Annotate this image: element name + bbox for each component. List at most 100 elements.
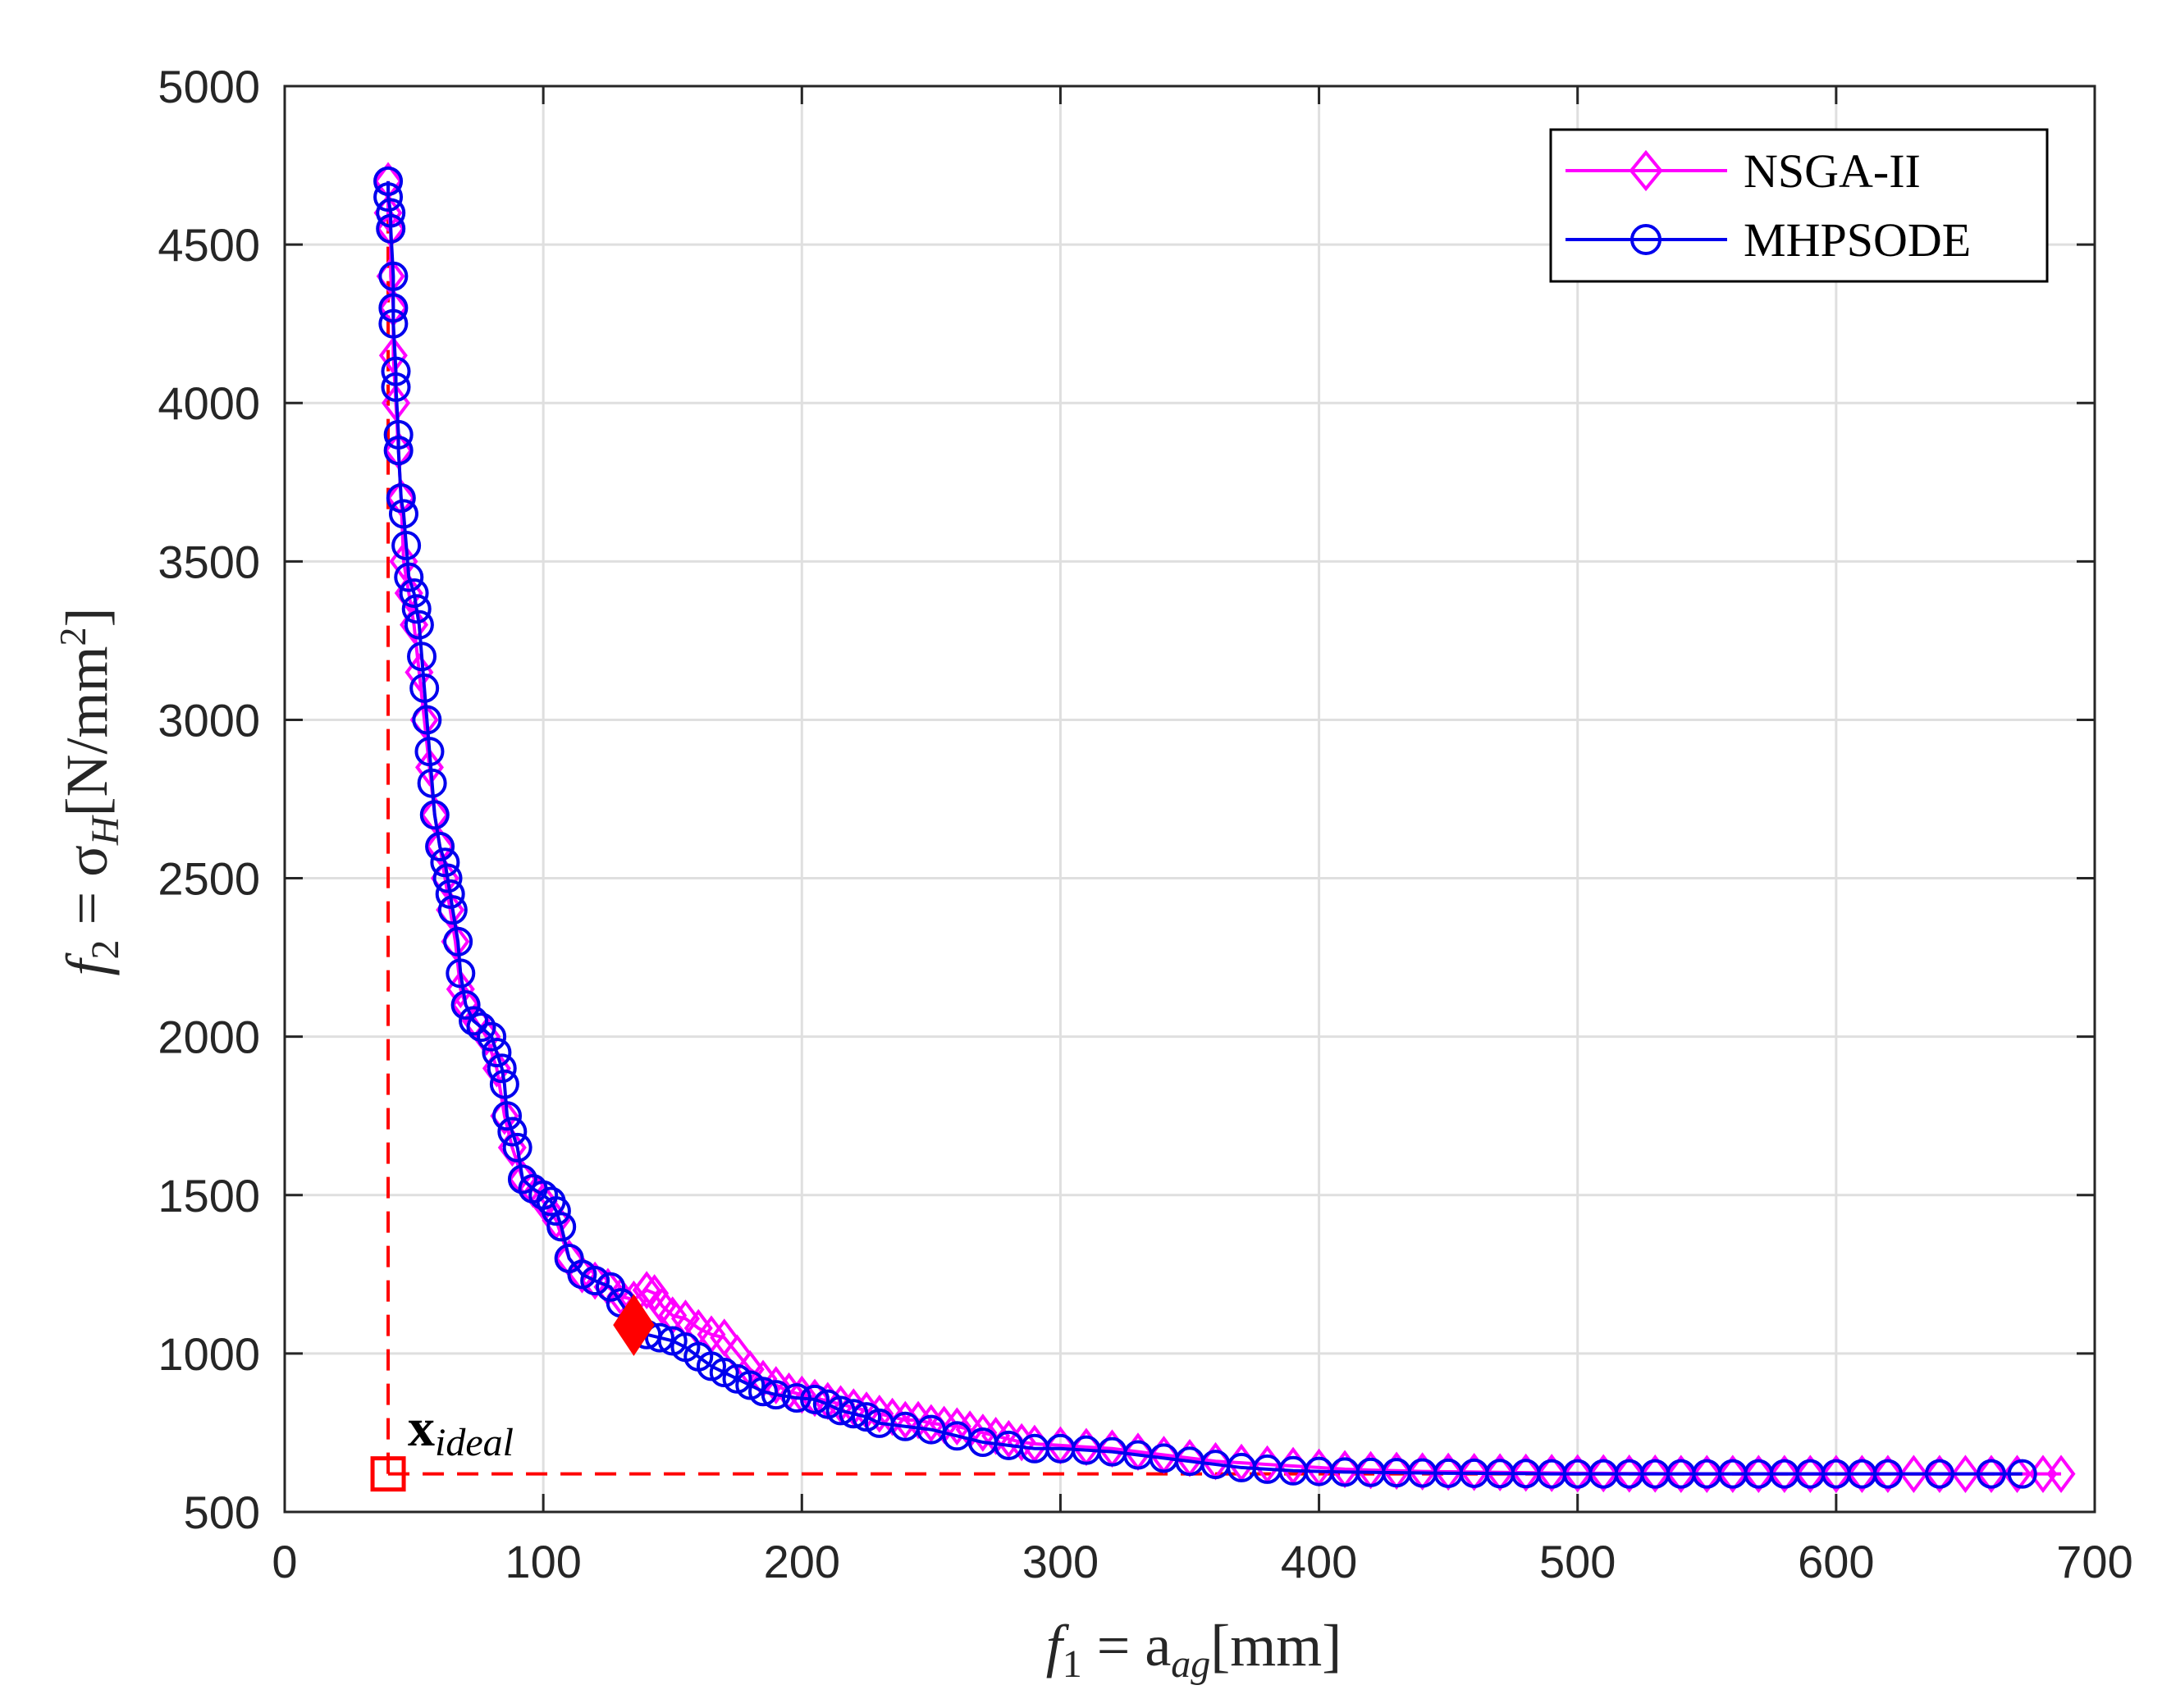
data-point-nsga [1511,1453,1541,1492]
x-axis-title: f1 = aag[mm] [1046,1613,1342,1686]
data-point-mhpsode [425,831,455,861]
data-point-mhpsode [386,483,416,514]
data-point-mhpsode [1872,1459,1903,1489]
x-tick-label: 100 [505,1536,581,1587]
data-point-mhpsode [459,1006,489,1036]
data-point-nsga [386,478,416,518]
data-point-mhpsode [2007,1459,2037,1489]
data-point-mhpsode [437,895,468,925]
data-point-mhpsode [376,198,406,228]
y-tick-label: 3000 [158,694,260,746]
data-point-mhpsode [383,436,414,466]
data-point-mhpsode [477,1021,507,1052]
data-point-nsga [632,1271,661,1309]
data-point-mhpsode [388,499,418,529]
y-tick-label: 500 [184,1487,260,1538]
data-point-nsga [1977,1455,2006,1493]
grid-lines [285,86,2095,1512]
data-point-mhpsode [383,419,414,450]
data-point-mhpsode [1924,1459,1954,1489]
data-point-mhpsode [378,293,409,323]
data-point-mhpsode [435,879,465,909]
data-point-nsga [1563,1454,1593,1493]
data-point-mhpsode [419,800,450,830]
plot-frame [283,84,2096,1514]
data-point-mhpsode [1976,1459,2006,1489]
data-point-mhpsode [391,531,422,561]
data-point-mhpsode [417,768,447,798]
data-point-mhpsode [487,1053,517,1084]
y-tick-label: 5000 [158,61,260,112]
data-point-nsga [1873,1455,1903,1493]
y-tick-label: 1000 [158,1328,260,1380]
data-point-mhpsode [381,356,411,386]
data-point-mhpsode [378,261,409,291]
x-tick-label: 700 [2056,1536,2132,1587]
data-point-mhpsode [541,1196,571,1226]
data-point-mhpsode [466,1012,496,1043]
y-tick-label: 4000 [158,377,260,429]
data-point-nsga [425,827,455,866]
data-point-nsga [420,795,450,834]
x-tick-label: 300 [1022,1536,1099,1587]
data-point-mhpsode [378,308,409,339]
data-point-mhpsode [596,1272,626,1302]
data-point-nsga [1950,1455,1980,1493]
axes [283,84,2096,1514]
data-point-mhpsode [580,1266,610,1296]
x-tick-label: 500 [1539,1536,1616,1587]
data-point-mhpsode [409,673,440,703]
data-point-nsga [1485,1453,1515,1492]
legend-box [1549,128,2049,283]
data-point-mhpsode [450,990,481,1021]
data-point-mhpsode [502,1132,533,1162]
data-point-mhpsode [430,847,460,878]
data-point-mhpsode [446,958,476,989]
data-point-nsga [1718,1455,1748,1493]
data-point-nsga [1537,1454,1566,1492]
x-tick-label: 400 [1281,1536,1357,1587]
legend-label-mhpsode: MHPSODE [1744,213,1971,267]
data-point-mhpsode [373,166,404,196]
data-point-mhpsode [376,213,406,244]
data-point-mhpsode [443,926,473,957]
data-point-mhpsode [432,863,463,893]
data-point-nsga [1821,1455,1851,1493]
data-point-nsga [1770,1455,1799,1493]
data-point-nsga [1588,1454,1618,1493]
data-point-mhpsode [497,1117,528,1147]
data-point-nsga [1925,1455,1954,1493]
x-tick-label: 600 [1798,1536,1874,1587]
data-point-nsga [1899,1455,1928,1493]
y-tick-label: 1500 [158,1170,260,1222]
data-point-nsga [2046,1455,2076,1493]
data-point-nsga [1433,1452,1463,1491]
data-point-mhpsode [412,705,442,735]
data-point-nsga [1744,1455,1773,1493]
data-point-mhpsode [407,642,437,672]
data-point-mhpsode [492,1101,523,1131]
y-tick-label: 2500 [158,853,260,905]
data-point-mhpsode [839,1399,869,1429]
data-point-nsga [378,336,408,375]
data-point-mhpsode [546,1212,577,1242]
legend-label-nsga: NSGA-II [1744,144,1921,198]
data-point-mhpsode [800,1384,830,1414]
data-point-mhpsode [394,562,424,592]
data-point-mhpsode [781,1382,811,1413]
x-tick-label: 200 [764,1536,840,1587]
data-point-mhpsode [482,1037,512,1067]
data-point-nsga [1615,1454,1644,1493]
legend: NSGA-II MHPSODE [1549,128,2049,283]
legend-marker-mhpsode [1630,224,1661,255]
data-point-mhpsode [507,1164,537,1194]
data-point-nsga [1408,1452,1438,1491]
data-point-mhpsode [373,182,404,212]
data-point-mhpsode [489,1069,519,1099]
ideal-point-marker [370,1456,406,1492]
data-point-mhpsode [401,594,432,624]
data-point-mhpsode [399,578,429,608]
data-point-nsga [1692,1455,1721,1493]
data-point-mhpsode [748,1377,779,1407]
